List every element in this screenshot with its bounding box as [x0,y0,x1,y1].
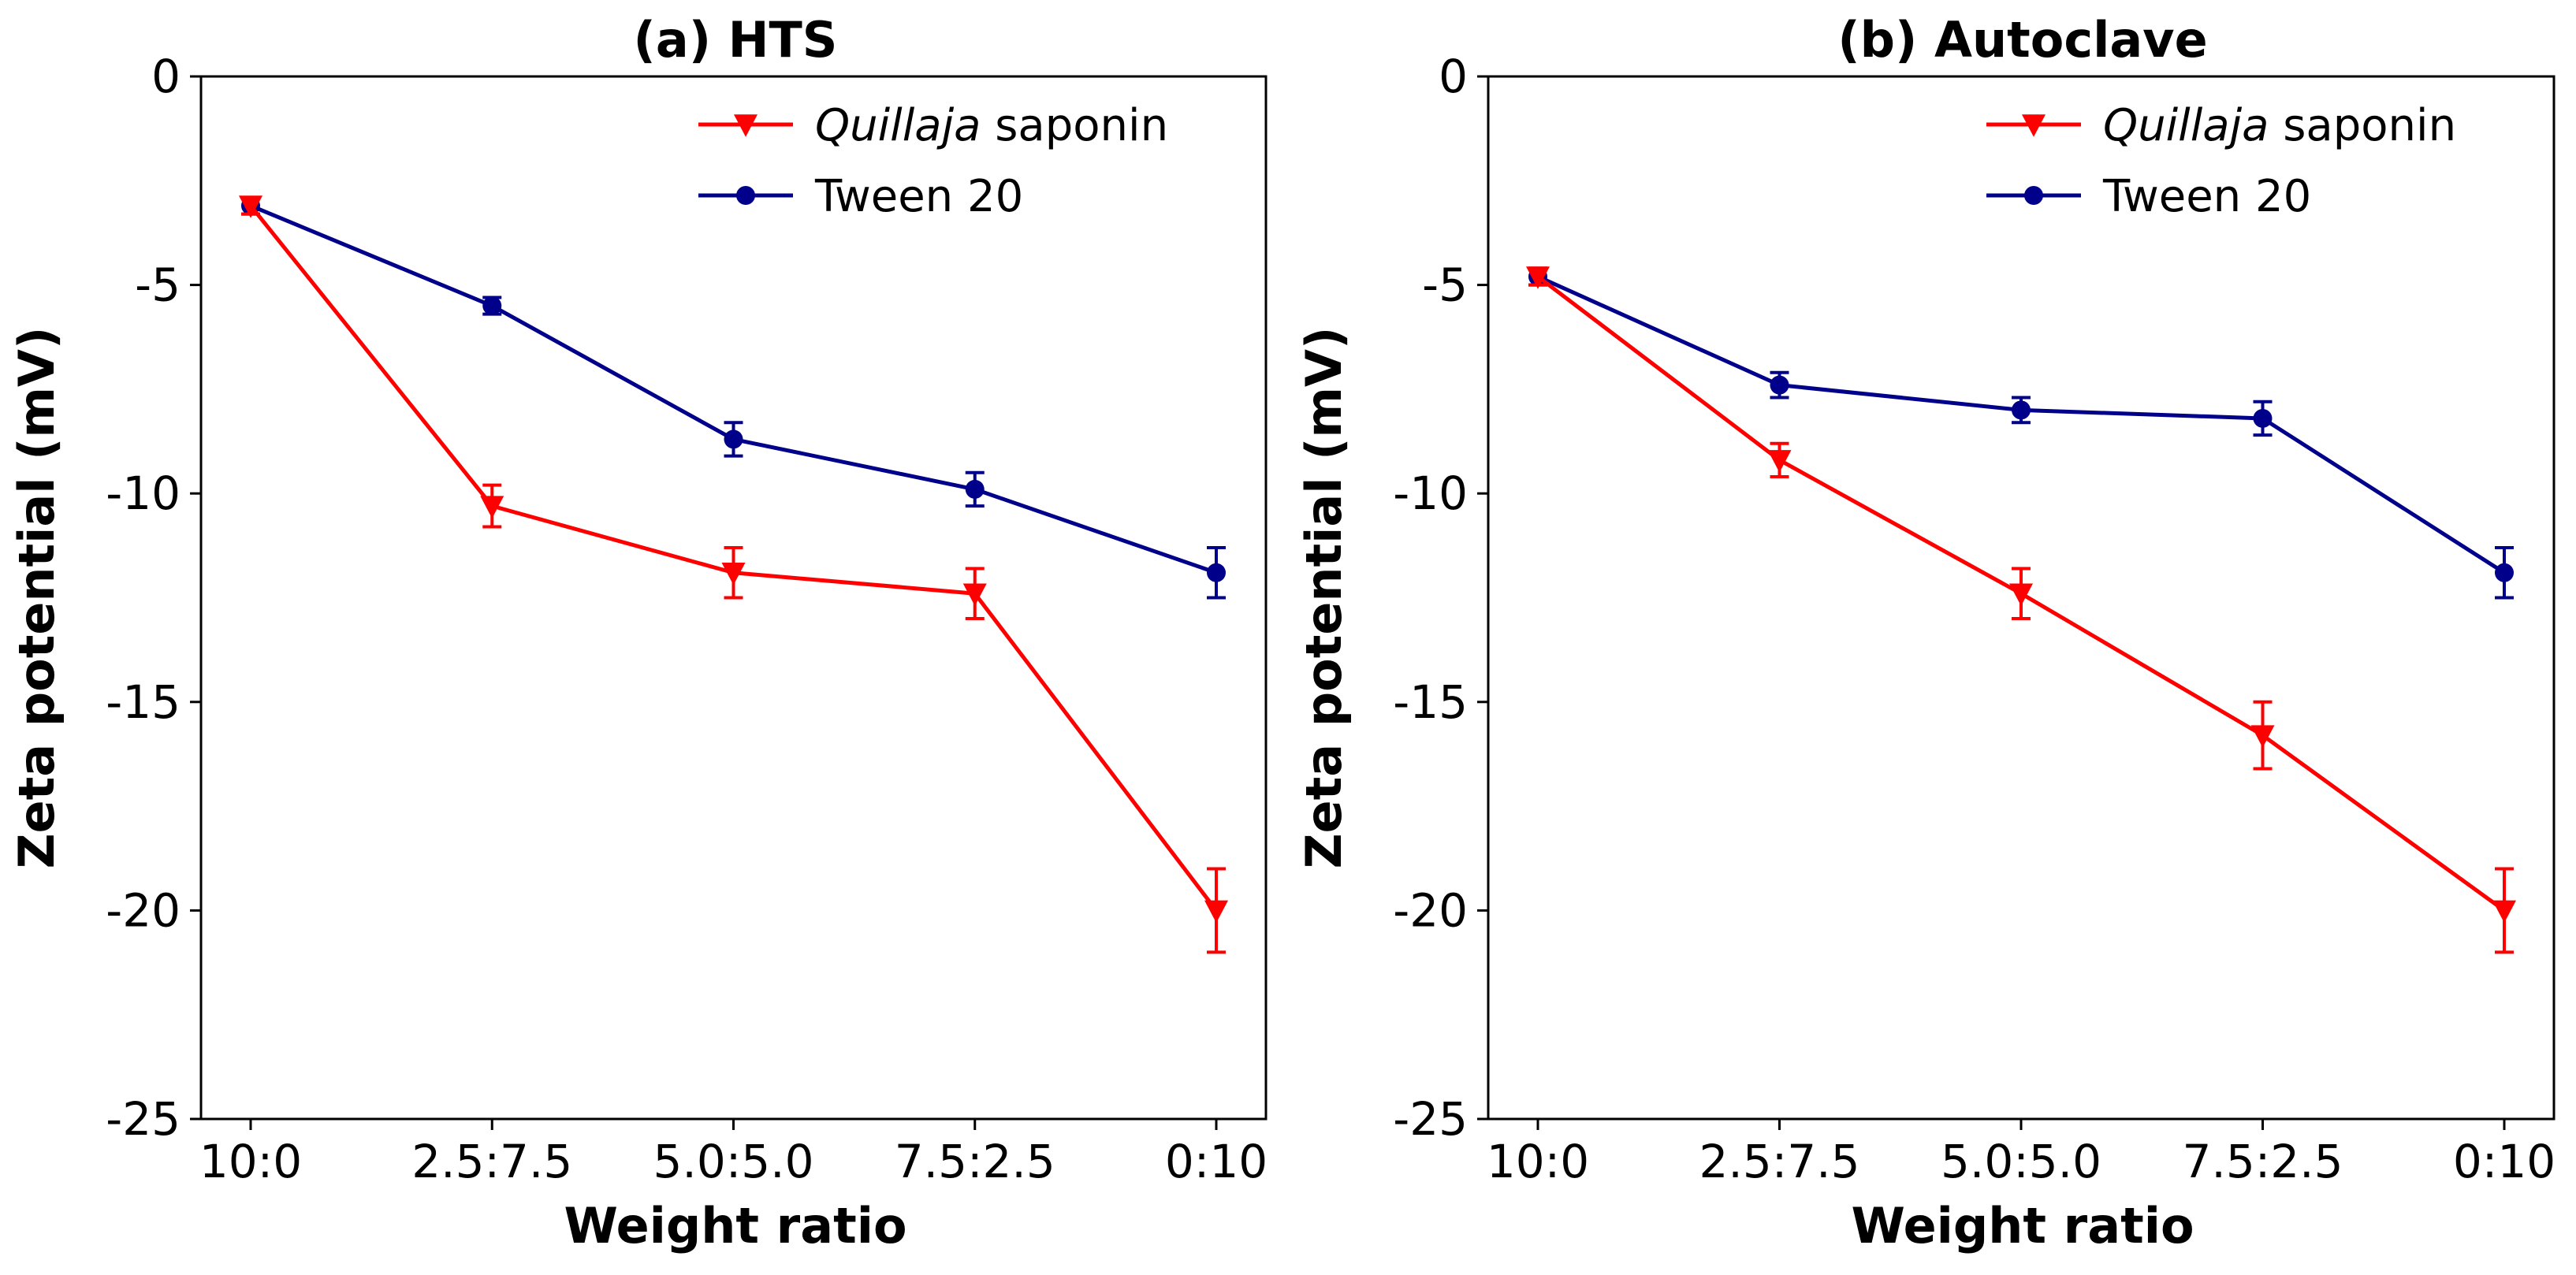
x-tick-label: 5.0:5.0 [653,1135,813,1188]
legend-label-rest: saponin [981,100,1168,151]
x-axis-label: Weight ratio [564,1197,906,1255]
y-tick-label: -25 [106,1092,181,1146]
data-point [1770,375,1789,395]
series-quillaja-saponin [239,195,1228,954]
legend-label: Tween 20 [814,171,1023,222]
data-point [480,496,504,519]
y-tick-label: -10 [1393,467,1468,520]
legend-label: Quillaja saponin [815,100,1168,151]
legend-label-italic: Quillaja [815,100,981,151]
x-tick-label: 10:0 [199,1135,302,1188]
x-axis-label: Weight ratio [1851,1197,2194,1255]
data-point [2250,725,2275,748]
series-quillaja-saponin [1526,266,2516,954]
series-tween-20 [241,195,1226,600]
legend-marker [2024,186,2043,205]
x-tick-label: 2.5:7.5 [411,1135,572,1188]
chart-panel-0: (a) HTS 0 -5 -10 -15 -20 -25 10:0 2.5:7.5 5.0:5.0… [8,11,1268,1255]
data-point [965,479,985,499]
y-tick-label: -15 [106,675,181,729]
legend-label-rest: saponin [2269,100,2456,151]
series-tween-20 [1528,266,2514,600]
x-tick-label: 7.5:2.5 [2182,1135,2343,1188]
x-tick-label: 2.5:7.5 [1699,1135,1859,1188]
series-line [1536,274,2506,574]
data-point [2492,900,2516,924]
data-point [1207,563,1226,582]
legend-entry-tween-20: Tween 20 [1986,171,2311,222]
y-tick-label: 0 [151,50,181,103]
data-point [2009,583,2033,606]
data-point [2495,563,2514,582]
y-tick-label: -20 [106,883,181,937]
data-point [724,429,743,449]
y-tick-label: 0 [1439,50,1468,103]
legend-label: Tween 20 [2102,171,2311,222]
y-tick-label: -5 [135,258,181,312]
chart-title: (a) HTS [634,11,838,69]
legend-entry-tween-20: Tween 20 [698,171,1023,222]
x-tick-label: 10:0 [1487,1135,1589,1188]
x-tick-label: 5.0:5.0 [1941,1135,2101,1188]
y-tick-label: -10 [106,467,181,520]
x-tick-label: 7.5:2.5 [895,1135,1055,1188]
y-tick-label: -15 [1393,675,1468,729]
data-point [482,296,502,316]
data-point [962,583,987,606]
legend-entry-quillaja-saponin: Quillaja saponin [698,100,1168,151]
data-point [1526,266,1550,289]
chart-panel-1: (b) Autoclave 0 -5 -10 -15 -20 -25 10:0 2.5:7.5 5… [1295,11,2556,1255]
legend-label-italic: Quillaja [2103,100,2269,151]
y-axis-label: Zeta potential (mV) [1295,327,1353,869]
legend-marker [2022,114,2046,137]
data-point [1204,900,1228,924]
data-point [2253,408,2273,428]
y-tick-label: -5 [1422,258,1468,312]
data-point [2012,400,2031,420]
series-line [250,203,1217,575]
chart-title: (b) Autoclave [1837,11,2207,69]
data-point [1767,450,1792,473]
legend-label: Quillaja saponin [2103,100,2456,151]
y-tick-label: -25 [1393,1092,1468,1146]
data-point [721,562,746,585]
y-tick-label: -20 [1393,883,1468,937]
legend-entry-quillaja-saponin: Quillaja saponin [1986,100,2456,151]
legend-marker [734,114,758,137]
y-axis-label: Zeta potential (mV) [8,327,65,869]
data-point [239,195,262,218]
x-tick-label: 0:10 [2453,1135,2556,1188]
legend-marker [736,186,755,205]
x-tick-label: 0:10 [1165,1135,1268,1188]
